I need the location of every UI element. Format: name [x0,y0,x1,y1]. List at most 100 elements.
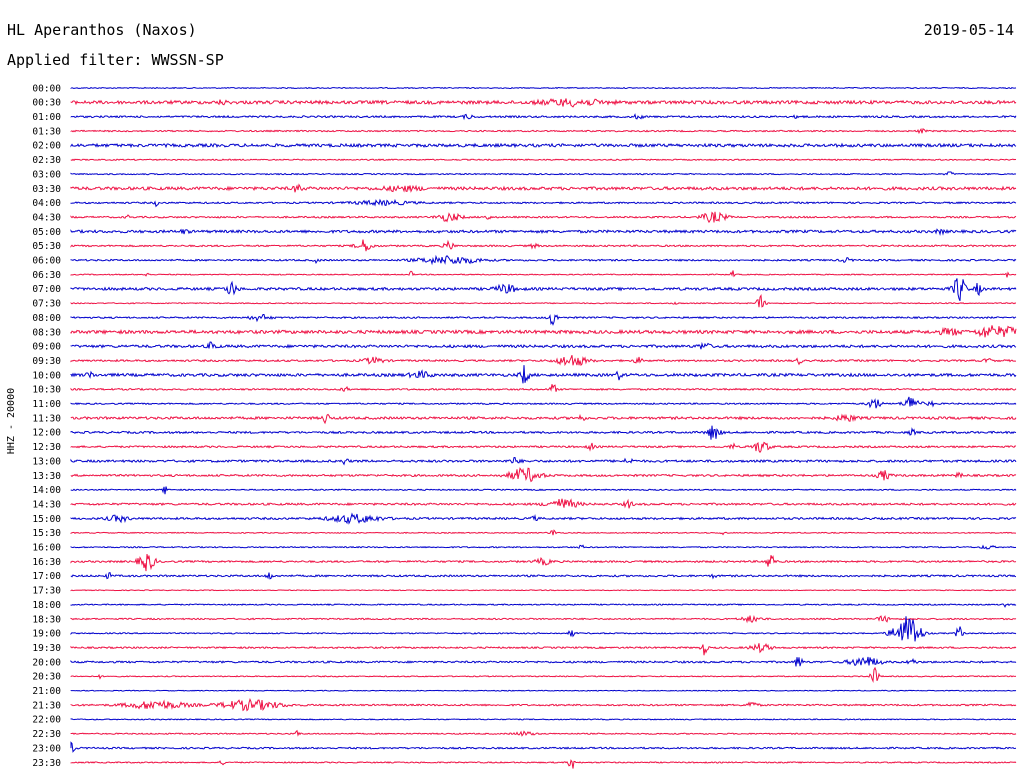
time-label: 18:00 [32,600,61,611]
trace-row [70,211,1017,224]
time-label: 06:00 [32,256,61,267]
trace-row [70,142,1017,149]
time-label: 04:00 [32,198,61,209]
trace-row [70,529,1017,536]
trace-row [70,456,1017,466]
time-label: 23:30 [32,758,61,769]
filter-label: Applied filter: WWSSN-SP [7,51,224,69]
time-label: 15:00 [32,514,61,525]
time-label: 09:00 [32,342,61,353]
trace-row [70,741,1017,753]
trace-row [70,413,1017,425]
time-label: 20:30 [32,672,61,683]
trace-row [70,341,1017,350]
trace-row [70,254,1017,266]
trace-row [70,603,1017,608]
trace-row [70,314,1017,326]
trace-row [70,616,1017,642]
time-label: 22:00 [32,715,61,726]
trace-row [70,198,1017,208]
time-label: 21:30 [32,700,61,711]
time-label: 13:00 [32,456,61,467]
time-label: 23:00 [32,743,61,754]
trace-row [70,467,1017,483]
trace-row [70,729,1017,737]
time-label: 13:30 [32,471,61,482]
trace-row [70,158,1017,162]
trace-row [70,666,1017,683]
time-label: 18:30 [32,614,61,625]
trace-row [70,270,1017,278]
time-label: 09:30 [32,356,61,367]
trace-row [70,354,1017,367]
trace-row [70,396,1017,409]
time-label: 17:30 [32,586,61,597]
time-label: 07:30 [32,299,61,310]
time-label: 07:00 [32,284,61,295]
trace-row [70,689,1017,692]
trace-row [70,553,1017,572]
trace-row [70,183,1017,193]
time-label: 02:30 [32,155,61,166]
trace-row [70,171,1017,176]
time-label: 15:30 [32,528,61,539]
time-label: 11:00 [32,399,61,410]
trace-row [70,86,1017,90]
trace-row [70,718,1016,721]
station-title: HL Aperanthos (Naxos) [7,21,197,39]
time-label: 00:30 [32,98,61,109]
date-label: 2019-05-14 [923,21,1014,39]
time-label: 19:00 [32,629,61,640]
time-label: 21:00 [32,686,61,697]
time-label: 10:30 [32,385,61,396]
trace-row [70,239,1017,252]
trace-row [70,325,1017,338]
time-label: 08:00 [32,313,61,324]
time-label: 11:30 [32,413,61,424]
time-label: 20:00 [32,657,61,668]
time-label: 06:30 [32,270,61,281]
time-label: 08:30 [32,327,61,338]
trace-row [70,441,1017,454]
time-label: 10:00 [32,370,61,381]
time-label: 22:30 [32,729,61,740]
trace-row [70,365,1017,384]
trace-row [70,486,1017,495]
trace-row [70,294,1017,308]
time-label: 14:00 [32,485,61,496]
time-label: 17:00 [32,571,61,582]
time-label-layer: 00:00 00:30 01:00 01:30 02:00 02:30 03:00 03:30… [32,83,61,768]
trace-row [70,278,1017,302]
trace-row [70,656,1017,667]
time-label: 12:30 [32,442,61,453]
trace-row [70,113,1017,121]
time-label: 16:30 [32,557,61,568]
trace-row [70,425,1017,440]
time-label: 19:30 [32,643,61,654]
trace-row [70,544,1017,550]
trace-row [70,589,1017,592]
trace-row [70,127,1017,135]
trace-row [70,572,1017,580]
trace-row [70,615,1017,624]
time-label: 12:00 [32,428,61,439]
time-label: 00:00 [32,83,61,94]
time-label: 14:30 [32,499,61,510]
time-label: 01:00 [32,112,61,123]
trace-row [70,98,1017,108]
time-label: 03:00 [32,169,61,180]
trace-layer [70,86,1017,769]
time-label: 01:30 [32,126,61,137]
time-label: 16:00 [32,543,61,554]
time-label: 03:30 [32,184,61,195]
time-label: 02:00 [32,141,61,152]
trace-row [70,228,1017,236]
trace-row [70,384,1017,393]
trace-row [70,759,1017,769]
trace-row [70,512,1017,525]
time-label: 05:30 [32,241,61,252]
time-label: 05:00 [32,227,61,238]
time-label: 04:30 [32,212,61,223]
trace-row [70,642,1017,656]
